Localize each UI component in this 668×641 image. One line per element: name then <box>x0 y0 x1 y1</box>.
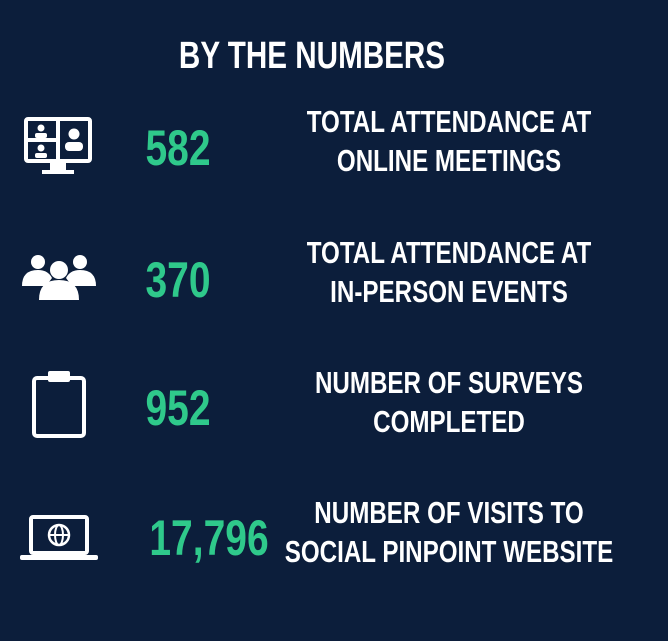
meeting-icon <box>24 117 92 174</box>
stat-value: 582 <box>145 119 210 176</box>
stat-label: ONLINE MEETINGS <box>337 143 561 178</box>
stat-label: NUMBER OF VISITS TO <box>314 495 583 530</box>
stat-value: 370 <box>145 251 210 308</box>
stat-label: NUMBER OF SURVEYS <box>315 365 583 400</box>
stat-value: 17,796 <box>149 509 268 566</box>
stat-value: 952 <box>145 379 210 436</box>
stat-label: SOCIAL PINPOINT WEBSITE <box>285 534 613 569</box>
stat-label: TOTAL ATTENDANCE AT <box>307 104 592 139</box>
laptop-icon <box>20 515 98 560</box>
title: BY THE NUMBERS <box>179 35 445 77</box>
stat-label: COMPLETED <box>373 404 525 439</box>
stat-label: IN-PERSON EVENTS <box>330 274 568 309</box>
clipboard-icon <box>32 371 86 438</box>
people-icon <box>22 255 96 300</box>
stat-label: TOTAL ATTENDANCE AT <box>307 235 592 270</box>
